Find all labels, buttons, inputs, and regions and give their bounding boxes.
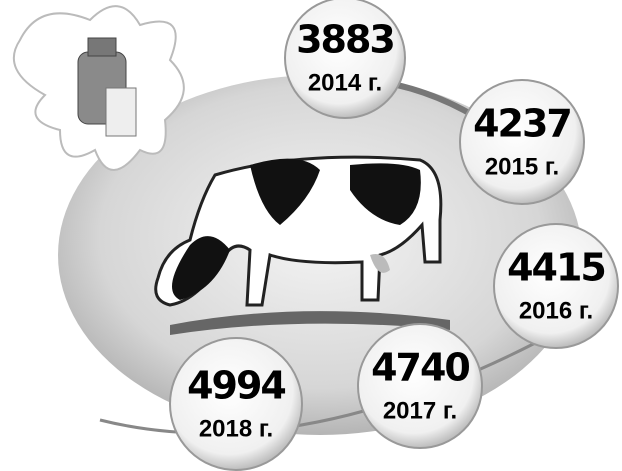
bubble-value: 3883 <box>296 18 394 62</box>
bubble-year: 2014 г. <box>308 69 382 96</box>
bubble-year: 2018 г. <box>199 415 273 442</box>
bubble: 3883 2014 г. <box>285 0 405 118</box>
bubble-value: 4415 <box>507 246 605 290</box>
infographic: 3883 2014 г. 4237 2015 г. 4415 2016 г. 4740 201… <box>0 0 622 471</box>
bubble: 4237 2015 г. <box>460 80 584 204</box>
milk-splash <box>14 6 184 170</box>
bubble: 4994 2018 г. <box>170 338 302 470</box>
bubble-value: 4994 <box>187 364 285 408</box>
bubble: 4740 2017 г. <box>358 324 482 448</box>
bubble-year: 2016 г. <box>519 297 593 324</box>
bubble-value: 4740 <box>371 346 469 390</box>
bubble-value: 4237 <box>473 102 571 146</box>
bubble-year: 2015 г. <box>485 153 559 180</box>
bubble-year: 2017 г. <box>383 397 457 424</box>
bubble: 4415 2016 г. <box>494 224 618 348</box>
